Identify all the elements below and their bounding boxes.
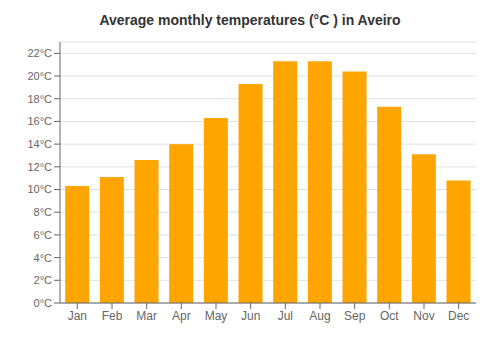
svg-text:8°C: 8°C: [34, 206, 53, 218]
svg-text:0°C: 0°C: [34, 297, 53, 309]
svg-text:16°C: 16°C: [27, 115, 52, 127]
svg-text:6°C: 6°C: [34, 229, 53, 241]
svg-text:Mar: Mar: [136, 309, 157, 323]
svg-text:Jul: Jul: [278, 309, 293, 323]
svg-text:Apr: Apr: [172, 309, 191, 323]
svg-text:Oct: Oct: [380, 309, 399, 323]
svg-text:Feb: Feb: [102, 309, 123, 323]
svg-text:2°C: 2°C: [34, 274, 53, 286]
svg-text:14°C: 14°C: [27, 138, 52, 150]
svg-text:18°C: 18°C: [27, 93, 52, 105]
svg-text:Sep: Sep: [344, 309, 366, 323]
svg-text:10°C: 10°C: [27, 183, 52, 195]
svg-text:Jun: Jun: [241, 309, 260, 323]
svg-text:Jan: Jan: [68, 309, 87, 323]
svg-text:20°C: 20°C: [27, 70, 52, 82]
html-text:Average monthly temperatures (: Average monthly temperatures (°C ) in Av…: [99, 12, 401, 28]
svg-text:22°C: 22°C: [27, 47, 52, 59]
svg-text:Dec: Dec: [448, 309, 469, 323]
svg-text:12°C: 12°C: [27, 161, 52, 173]
svg-text:May: May: [205, 309, 228, 323]
svg-text:Nov: Nov: [413, 309, 434, 323]
svg-text:4°C: 4°C: [34, 252, 53, 264]
svg-text:Aug: Aug: [309, 309, 330, 323]
